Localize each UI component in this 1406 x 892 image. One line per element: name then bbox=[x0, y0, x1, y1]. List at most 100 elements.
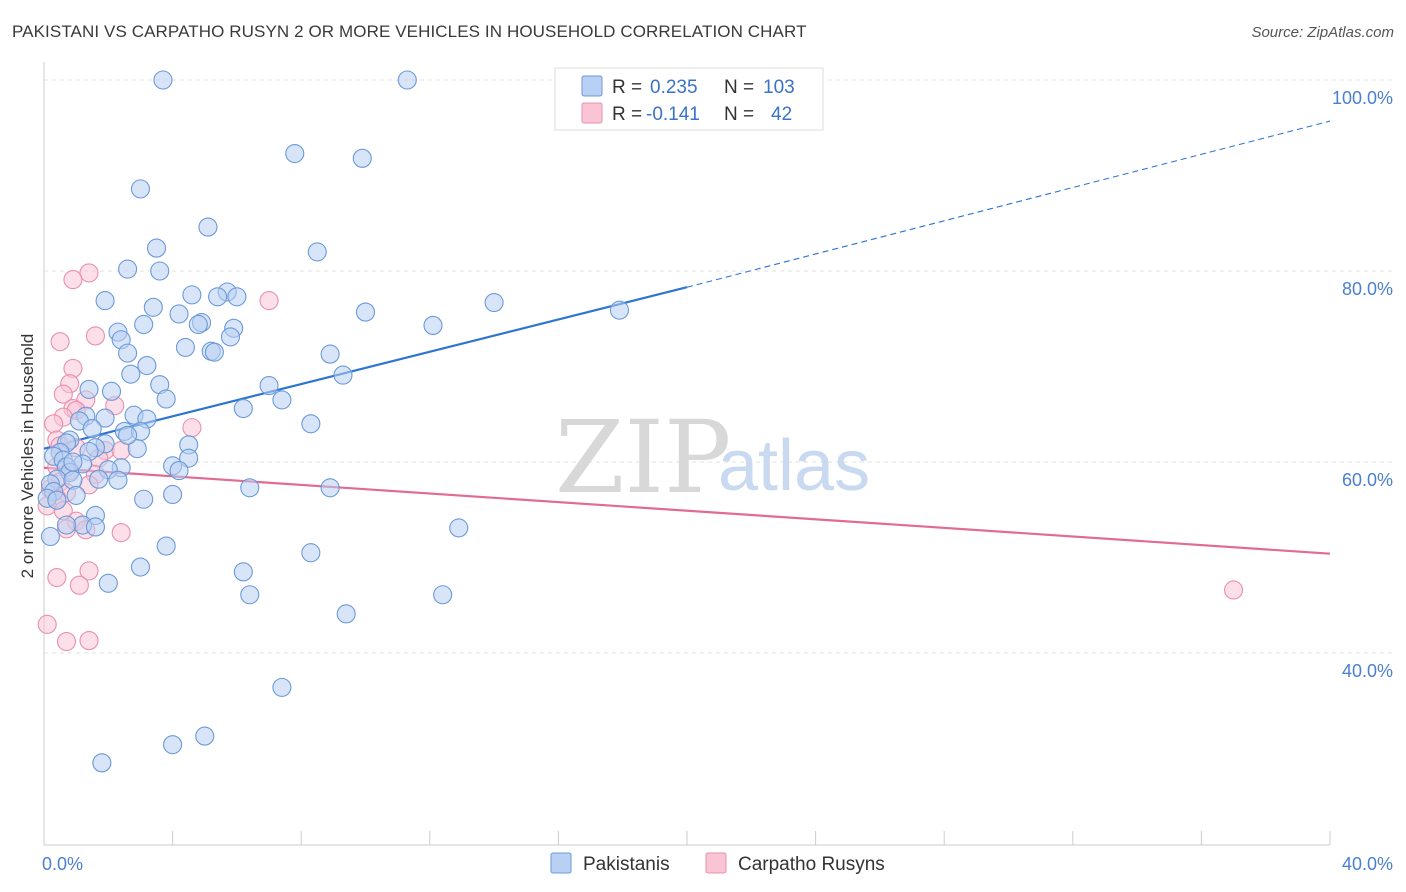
pakistani-point-96 bbox=[272, 677, 292, 697]
pakistani-point-28 bbox=[175, 337, 196, 357]
pakistani-point-9 bbox=[150, 261, 170, 281]
rusyn-point-34 bbox=[111, 523, 131, 543]
pakistani-point-98 bbox=[163, 735, 183, 755]
pakistani-point-34 bbox=[121, 364, 141, 384]
y-tick-label-3: 100.0% bbox=[1332, 88, 1393, 108]
chart-title: PAKISTANI VS CARPATHO RUSYN 2 OR MORE VE… bbox=[12, 22, 807, 41]
rusyn-point-37 bbox=[69, 575, 89, 595]
rusyn-point-3 bbox=[50, 332, 70, 352]
rusyn-point-40 bbox=[56, 631, 77, 652]
pakistani-point-5 bbox=[198, 217, 218, 237]
pakistani-point-100 bbox=[63, 452, 83, 472]
legend-r-value-1: 0.235 bbox=[650, 77, 698, 98]
pakistani-point-90 bbox=[130, 557, 150, 577]
y-tick-label-1: 60.0% bbox=[1342, 470, 1393, 490]
pakistani-point-18 bbox=[609, 300, 630, 320]
bottom-legend: Pakistanis Carpatho Rusyns bbox=[550, 852, 885, 875]
y-tick-label-2: 80.0% bbox=[1342, 279, 1393, 299]
pakistani-point-19 bbox=[169, 304, 189, 324]
pakistani-point-0 bbox=[153, 70, 173, 90]
pakistani-point-2 bbox=[285, 143, 305, 164]
pakistani-point-44 bbox=[95, 408, 115, 428]
pakistani-point-23 bbox=[423, 315, 443, 335]
pakistani-point-8 bbox=[118, 259, 138, 279]
pakistani-point-73 bbox=[89, 469, 109, 489]
pakistani-point-78 bbox=[163, 484, 183, 505]
pakistani-point-84 bbox=[56, 515, 77, 535]
pakistani-point-79 bbox=[134, 489, 154, 509]
rusyn-point-35 bbox=[79, 561, 99, 581]
pakistani-point-13 bbox=[208, 287, 228, 307]
pakistani-point-72 bbox=[108, 470, 128, 490]
pakistani-point-4 bbox=[130, 179, 150, 199]
pakistani-point-86 bbox=[449, 518, 469, 538]
pakistani-point-42 bbox=[233, 398, 253, 419]
pakistani-point-93 bbox=[240, 585, 260, 605]
pakistani-point-39 bbox=[101, 381, 122, 401]
pakistani-point-31 bbox=[118, 343, 138, 363]
pakistani-point-85 bbox=[85, 517, 105, 537]
legend-r-value-2: -0.141 bbox=[646, 104, 700, 125]
pakistani-point-75 bbox=[240, 478, 260, 498]
bottom-legend-rusyns: Carpatho Rusyns bbox=[738, 854, 885, 875]
rusyn-point-14 bbox=[182, 418, 202, 438]
pakistani-point-6 bbox=[146, 238, 167, 258]
y-axis-title: 2 or more Vehicles in Household bbox=[18, 334, 37, 579]
pakistani-point-87 bbox=[40, 526, 60, 547]
pakistani-point-15 bbox=[143, 297, 163, 317]
pakistani-point-81 bbox=[47, 490, 67, 510]
top-legend: R = 0.235 N = 103 R = -0.141 N = 42 bbox=[554, 67, 824, 131]
rusyn-point-36 bbox=[47, 568, 67, 588]
pakistani-point-30 bbox=[204, 342, 224, 362]
pakistani-point-57 bbox=[127, 439, 147, 459]
legend-n-label-2: N = bbox=[724, 104, 754, 125]
legend-n-label-1: N = bbox=[724, 77, 754, 98]
pakistani-point-101 bbox=[118, 425, 138, 445]
axes bbox=[43, 62, 1331, 846]
pakistani-point-11 bbox=[227, 287, 247, 307]
pakistani-point-32 bbox=[320, 344, 340, 364]
rusyn-trend-line bbox=[43, 466, 1331, 555]
legend-n-value-1: 103 bbox=[763, 77, 795, 98]
pakistani-point-97 bbox=[195, 726, 215, 746]
rusyn-point-39 bbox=[37, 614, 57, 634]
pakistani-point-37 bbox=[259, 376, 279, 396]
rusyn-point-2 bbox=[259, 291, 279, 311]
pakistani-point-99 bbox=[92, 753, 112, 773]
legend-r-label-1: R = bbox=[612, 77, 642, 98]
legend-r-label-2: R = bbox=[612, 104, 642, 125]
pakistani-point-66 bbox=[169, 461, 189, 481]
pakistani-point-88 bbox=[156, 536, 176, 556]
watermark-zip: ZIP bbox=[555, 399, 731, 516]
data-points bbox=[37, 70, 1244, 773]
pakistani-point-95 bbox=[336, 604, 356, 624]
rusyn-point-1 bbox=[63, 270, 83, 290]
pakistani-point-38 bbox=[79, 379, 99, 399]
pakistani-point-16 bbox=[355, 302, 376, 322]
pakistani-point-12 bbox=[182, 285, 202, 305]
pakistani-point-92 bbox=[98, 573, 118, 593]
x-tick-label-1: 40.0% bbox=[1342, 854, 1393, 874]
legend-swatch-pakistanis bbox=[581, 75, 603, 97]
source-credit: Source: ZipAtlas.com bbox=[1251, 24, 1394, 41]
pakistani-point-49 bbox=[82, 419, 102, 439]
pakistani-point-33 bbox=[137, 355, 157, 376]
pakistani-point-26 bbox=[220, 327, 241, 347]
pakistani-point-3 bbox=[352, 148, 372, 168]
pakistani-point-91 bbox=[233, 562, 253, 582]
pakistani-point-48 bbox=[301, 414, 321, 434]
y-tick-labels: 40.0% 60.0% 80.0% 100.0% bbox=[1332, 88, 1393, 681]
watermark-atlas: atlas bbox=[718, 426, 870, 506]
pakistani-point-35 bbox=[333, 365, 353, 385]
pakistani-point-1 bbox=[397, 70, 417, 90]
rusyn-point-41 bbox=[79, 631, 99, 651]
rusyn-point-38 bbox=[1224, 580, 1244, 600]
legend-n-value-2: 42 bbox=[771, 104, 792, 125]
rusyn-point-13 bbox=[44, 414, 64, 434]
pakistani-point-17 bbox=[484, 292, 504, 313]
pakistani-point-14 bbox=[95, 291, 115, 311]
bottom-legend-swatch-rusyns bbox=[705, 852, 727, 874]
pakistani-point-22 bbox=[134, 314, 154, 335]
rusyn-point-7 bbox=[53, 384, 73, 404]
